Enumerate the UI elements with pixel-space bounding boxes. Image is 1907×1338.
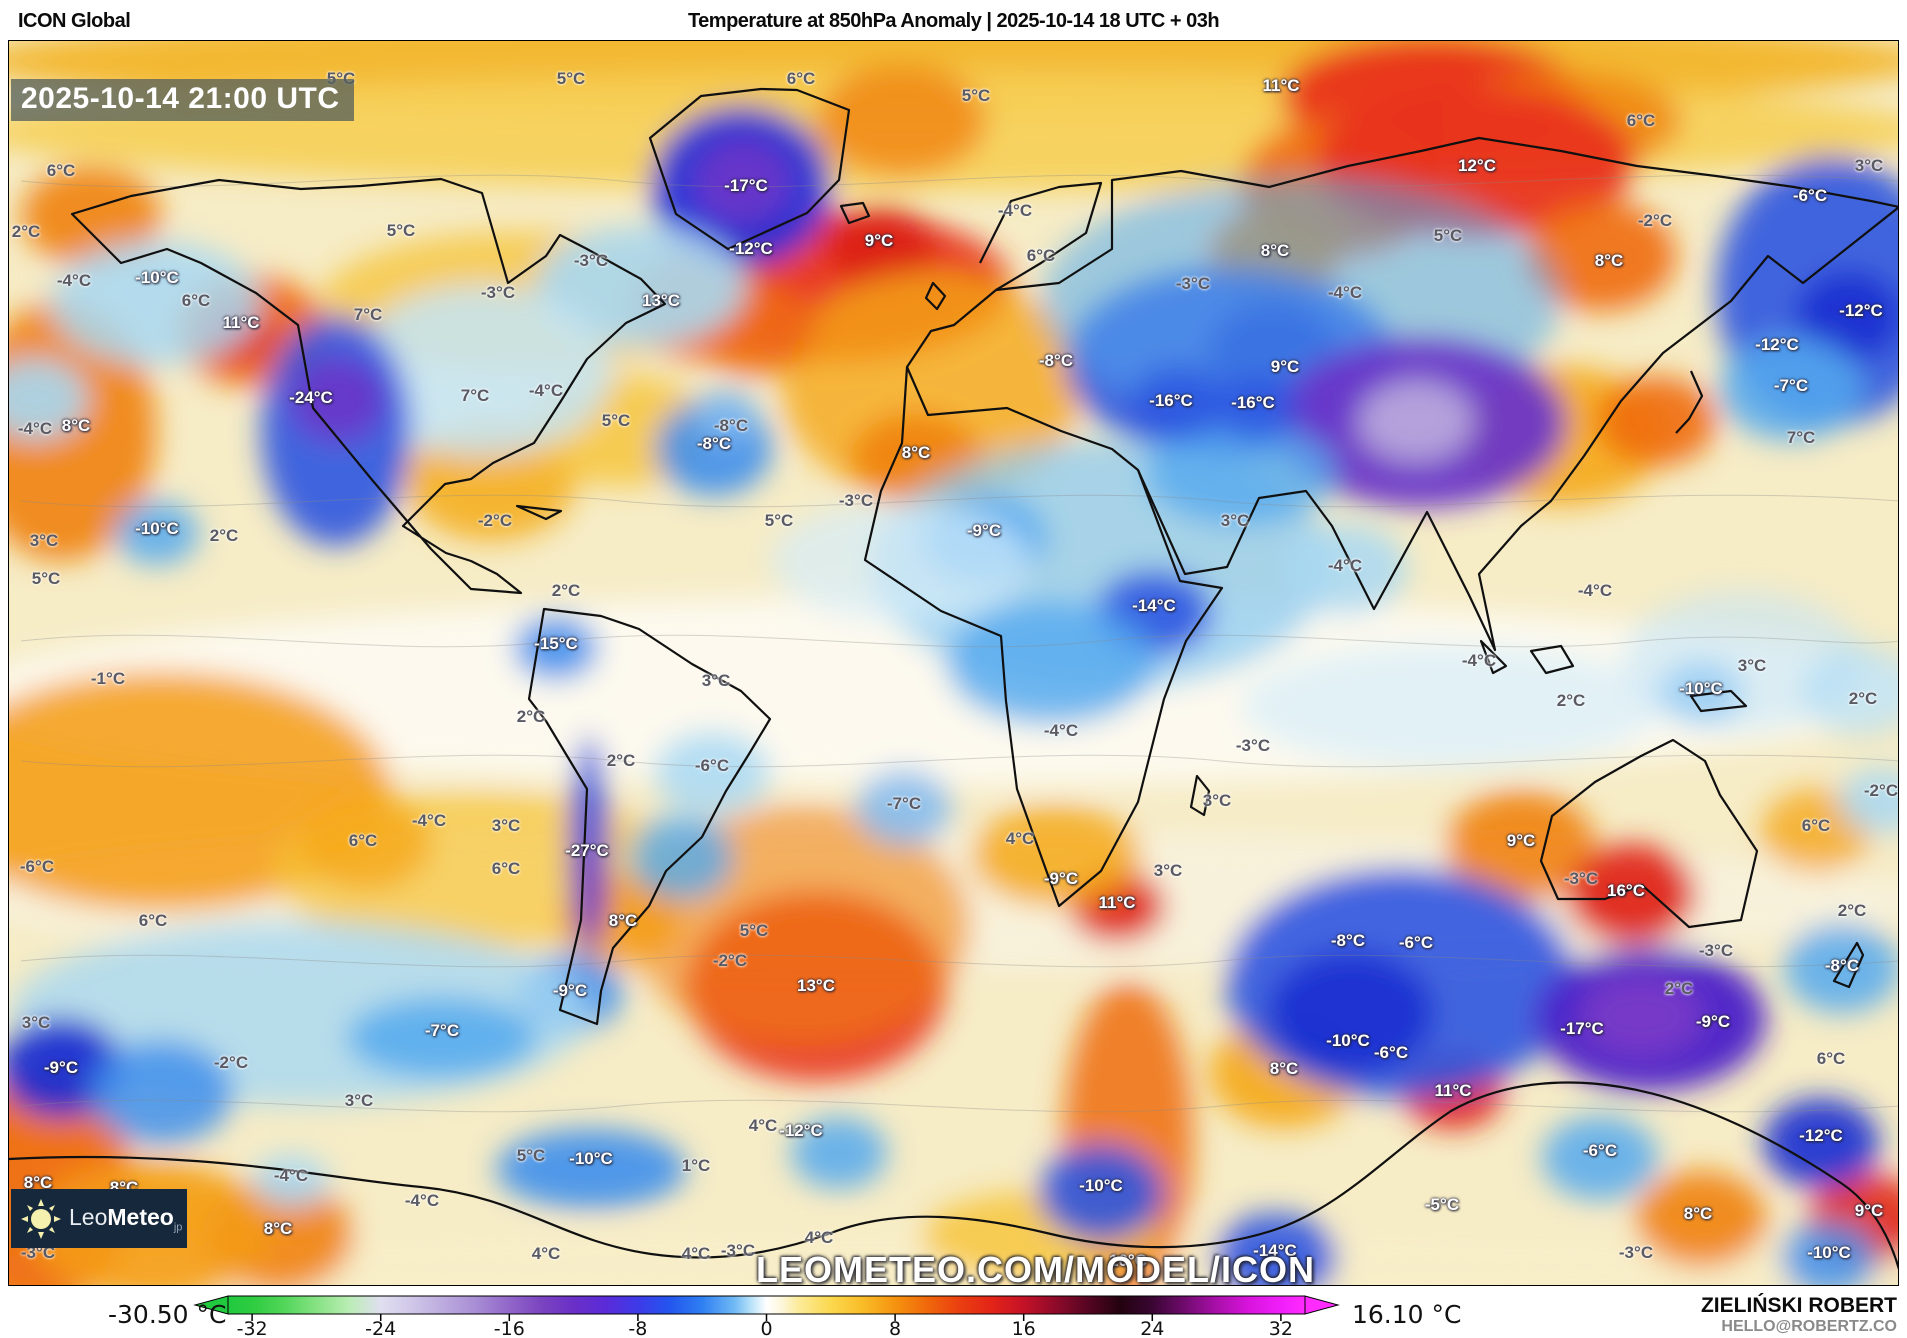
- anomaly-field-svg: [9, 41, 1898, 1285]
- logo-text: LeoMeteojp: [69, 1204, 182, 1234]
- anomaly-blob: [971, 806, 1141, 906]
- contour-lines: [20, 174, 1898, 1113]
- anomaly-blob: [351, 286, 611, 456]
- colorbar-tick-label: -16: [493, 1318, 525, 1338]
- anomaly-blob: [496, 1129, 686, 1209]
- anomaly-blob: [115, 501, 199, 565]
- colorbar-gradient: [227, 1295, 1306, 1315]
- anomaly-blob: [89, 1041, 233, 1145]
- anomaly-blob: [856, 770, 952, 846]
- colorbar-tick-label: 8: [889, 1318, 902, 1338]
- anomaly-blob: [1839, 769, 1898, 833]
- colorbar-tick-label: -32: [236, 1318, 268, 1338]
- logo-word2: Meteo: [107, 1203, 174, 1230]
- colorbar-tick-label: 16: [1011, 1318, 1036, 1338]
- anomaly-blob: [21, 166, 161, 266]
- anomaly-blob: [1358, 381, 1474, 461]
- anomaly-blob: [1213, 1213, 1337, 1285]
- anomaly-blob: [1039, 1145, 1163, 1241]
- anomaly-blob: [1763, 1098, 1879, 1188]
- colorbar-max-label: 16.10 °C: [1352, 1300, 1462, 1329]
- anomaly-blob: [946, 601, 1156, 725]
- anomaly-blob: [1526, 201, 1676, 311]
- anomaly-blob: [791, 1117, 887, 1189]
- anomaly-blob: [771, 501, 1031, 621]
- model-title: ICON Global: [18, 10, 131, 32]
- timestamp-overlay: 2025-10-14 21:00 UTC: [11, 79, 354, 121]
- anomaly-blob: [1566, 844, 1696, 944]
- logo-suffix: jp: [173, 1221, 183, 1234]
- sun-icon: [21, 1198, 61, 1239]
- colorbar-right-arrow: [1304, 1295, 1340, 1315]
- anomaly-blob: [1719, 337, 1863, 441]
- colorbar-tick-label: -8: [628, 1318, 648, 1338]
- anomaly-map: 5°C5°C6°C5°C11°C12°C6°C3°C6°C-17°C-12°C9…: [8, 40, 1899, 1286]
- colorbar-tick-label: 32: [1268, 1318, 1293, 1338]
- colorbar-tick-label: 0: [760, 1318, 773, 1338]
- anomaly-blob: [1596, 376, 1716, 466]
- anomaly-blob: [654, 731, 770, 815]
- colorbar-tick-marks: [251, 1314, 1282, 1321]
- anomaly-blob: [9, 359, 87, 439]
- watermark: LEOMETEO.COM/MODEL/ICON: [756, 1249, 1315, 1286]
- colorbar: [193, 1295, 1340, 1321]
- anomaly-blob: [1781, 1222, 1877, 1285]
- anomaly-blob: [51, 241, 261, 365]
- anomaly-blob: [1269, 951, 1433, 1075]
- anomaly-blob: [1283, 524, 1407, 614]
- anomaly-blob: [1636, 1171, 1766, 1267]
- anomaly-blob: [253, 1155, 329, 1207]
- anomaly-blob: [816, 66, 986, 176]
- anomaly-blob: [695, 139, 791, 223]
- colorbar-tick-label: 24: [1140, 1318, 1165, 1338]
- anomaly-blob: [1214, 376, 1298, 440]
- coastlines: [9, 87, 1898, 1270]
- anomaly-blobs: [9, 41, 1898, 1285]
- anomaly-blob: [301, 795, 431, 891]
- anomaly-blob: [1241, 644, 1661, 768]
- logo-word1: Leo: [69, 1203, 108, 1230]
- anomaly-blob: [1801, 646, 1898, 736]
- anomaly-blob: [1131, 367, 1227, 439]
- anomaly-blob: [1797, 271, 1898, 361]
- anomaly-blob: [1581, 976, 1701, 1056]
- chart-title: Temperature at 850hPa Anomaly | 2025-10-…: [687, 10, 1220, 32]
- colorbar-tick-label: -24: [365, 1318, 397, 1338]
- anomaly-blob: [347, 998, 537, 1078]
- anomaly-blob: [536, 226, 746, 346]
- anomaly-blob: [514, 616, 598, 680]
- anomaly-blob: [1542, 1116, 1658, 1200]
- anomaly-blob: [290, 357, 386, 441]
- anomaly-blob: [1446, 791, 1596, 901]
- header-bar: ICON Global Temperature at 850hPa Anomal…: [0, 0, 1907, 40]
- anomaly-blob: [1146, 421, 1336, 525]
- credit-email: HELLO@ROBERTZ.CO: [1721, 1318, 1897, 1335]
- anomaly-blob: [574, 736, 604, 856]
- colorbar-min-label: -30.50 °C: [108, 1300, 227, 1329]
- leometeo-logo: LeoMeteojp: [11, 1189, 187, 1248]
- anomaly-blob: [694, 390, 758, 442]
- anomaly-blob: [826, 206, 936, 286]
- credit-name: ZIELIŃSKI ROBERT: [1700, 1294, 1897, 1317]
